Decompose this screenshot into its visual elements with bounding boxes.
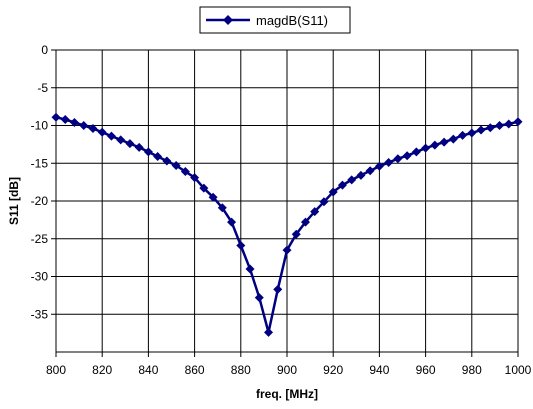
y-axis-ticks: 0 -5 -10 -15 -20 -25 -30 -35 (31, 43, 56, 321)
data-point-diamond (273, 284, 283, 294)
x-tick-label: 820 (92, 363, 112, 377)
data-point-diamond (69, 117, 79, 127)
y-tick-label: -25 (31, 232, 49, 246)
data-point-diamond (411, 147, 421, 157)
data-point-diamond (439, 137, 449, 147)
data-point-diamond (356, 170, 366, 180)
data-point-diamond (199, 183, 209, 193)
data-point-diamond (88, 124, 98, 134)
data-point-diamond (384, 157, 394, 167)
data-point-diamond (430, 140, 440, 150)
y-tick-label: -5 (37, 81, 48, 95)
data-point-diamond (495, 121, 505, 130)
data-point-diamond (236, 241, 246, 251)
x-tick-label: 960 (416, 363, 436, 377)
data-point-diamond (476, 125, 486, 135)
x-tick-label: 900 (277, 363, 297, 377)
data-point-diamond (485, 123, 495, 133)
data-point-diamond (162, 156, 172, 166)
data-point-diamond (79, 121, 89, 130)
legend: magdB(S11) (199, 6, 351, 34)
data-point-diamond (328, 187, 338, 197)
data-point-diamond (143, 147, 153, 157)
data-point-diamond (97, 127, 107, 137)
data-point-diamond (504, 119, 514, 129)
x-axis-title: freq. [MHz] (256, 387, 318, 401)
data-point-diamond (513, 117, 523, 127)
y-tick-label: -35 (31, 307, 49, 321)
data-point-diamond (374, 161, 384, 171)
y-tick-label: -15 (31, 156, 49, 170)
data-point-diamond (347, 175, 357, 185)
data-point-diamond (282, 245, 292, 255)
series-magdb-s11 (51, 112, 523, 337)
data-point-diamond (171, 161, 181, 171)
data-point-diamond (254, 293, 264, 303)
data-point-diamond (264, 327, 274, 337)
legend-diamond-marker (223, 15, 233, 25)
x-tick-label: 980 (462, 363, 482, 377)
data-point-diamond (60, 114, 70, 124)
data-point-diamond (245, 264, 255, 274)
data-point-diamond (402, 151, 412, 161)
data-point-diamond (421, 143, 431, 153)
x-tick-label: 1000 (505, 363, 532, 377)
x-axis-ticks: 800 820 840 860 880 900 920 940 960 980 1000 (46, 352, 532, 377)
legend-label: magdB(S11) (256, 13, 328, 28)
x-tick-label: 860 (185, 363, 205, 377)
y-tick-label: 0 (41, 43, 48, 57)
y-axis-title: S11 [dB] (7, 177, 21, 225)
data-point-diamond (291, 229, 301, 239)
x-tick-label: 920 (323, 363, 343, 377)
x-tick-label: 880 (231, 363, 251, 377)
data-point-diamond (227, 217, 237, 227)
data-point-diamond (319, 197, 329, 207)
y-tick-label: -20 (31, 194, 49, 208)
data-point-diamond (153, 151, 163, 161)
data-point-diamond (180, 167, 190, 177)
data-point-diamond (365, 166, 375, 176)
data-point-diamond (467, 128, 477, 138)
y-tick-label: -10 (31, 119, 49, 133)
data-point-diamond (310, 207, 320, 217)
data-point-diamond (190, 173, 200, 183)
data-point-diamond (337, 180, 347, 190)
data-point-diamond (448, 134, 458, 144)
data-point-diamond (116, 135, 126, 145)
data-point-diamond (217, 203, 227, 213)
x-tick-label: 800 (46, 363, 66, 377)
data-point-diamond (208, 192, 218, 202)
data-point-diamond (134, 142, 144, 152)
data-point-diamond (300, 217, 310, 227)
data-point-diamond (51, 112, 61, 122)
x-tick-label: 940 (369, 363, 389, 377)
y-tick-label: -30 (31, 270, 49, 284)
data-point-diamond (393, 154, 403, 164)
data-point-diamond (106, 131, 116, 141)
data-point-diamond (458, 130, 468, 140)
x-tick-label: 840 (138, 363, 158, 377)
data-point-diamond (125, 139, 135, 149)
